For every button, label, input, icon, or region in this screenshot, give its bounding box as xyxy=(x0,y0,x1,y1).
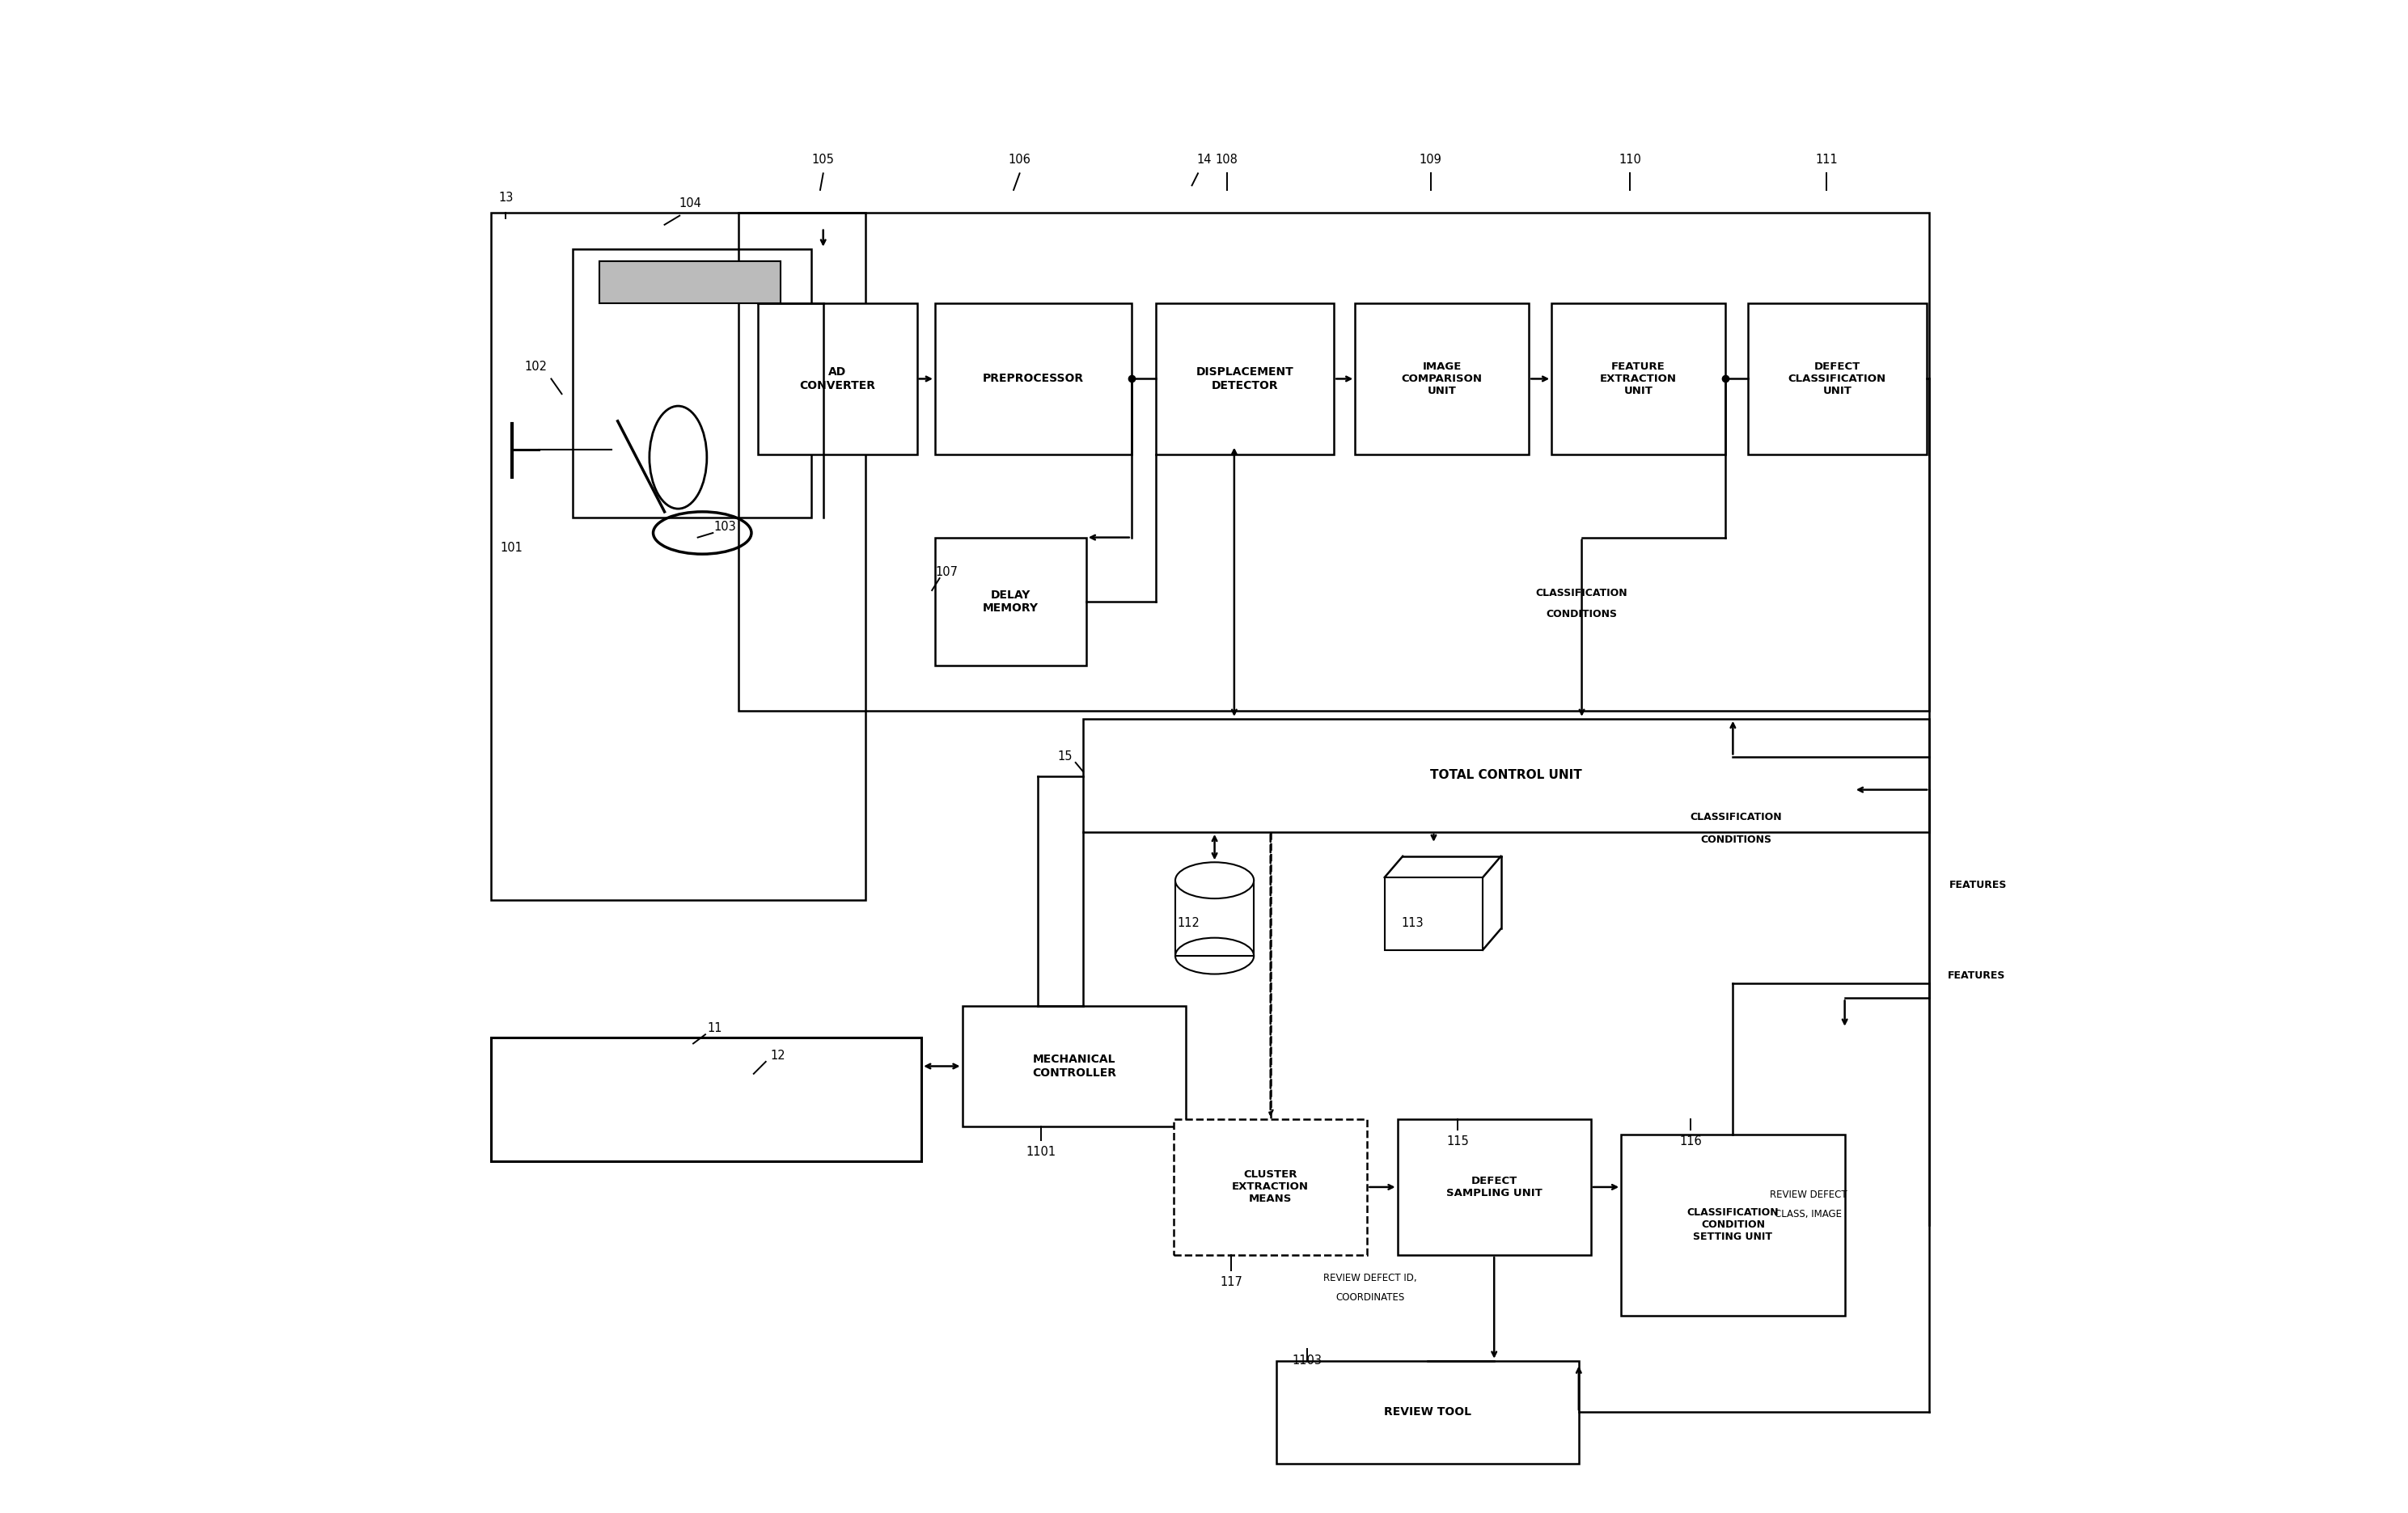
Bar xyxy=(1356,303,1529,454)
Text: DELAY
MEMORY: DELAY MEMORY xyxy=(982,590,1038,614)
Text: CLUSTER
EXTRACTION
MEANS: CLUSTER EXTRACTION MEANS xyxy=(1233,1170,1310,1204)
Text: IMAGE
COMPARISON
UNIT: IMAGE COMPARISON UNIT xyxy=(1401,362,1483,396)
Text: PREPROCESSOR: PREPROCESSOR xyxy=(982,374,1084,384)
Text: REVIEW DEFECT ID,: REVIEW DEFECT ID, xyxy=(1324,1272,1416,1283)
Text: CLASSIFICATION: CLASSIFICATION xyxy=(1536,589,1628,599)
Text: REVIEW DEFECT: REVIEW DEFECT xyxy=(1770,1189,1847,1200)
Text: 111: 111 xyxy=(1816,154,1837,166)
Text: 102: 102 xyxy=(525,360,547,372)
Bar xyxy=(1084,719,1929,832)
Text: CONDITIONS: CONDITIONS xyxy=(1700,834,1772,844)
Bar xyxy=(491,1038,922,1162)
Bar xyxy=(1156,303,1334,454)
Text: 109: 109 xyxy=(1418,154,1442,166)
Text: 15: 15 xyxy=(1057,750,1072,763)
Text: 11: 11 xyxy=(708,1023,722,1035)
Text: 115: 115 xyxy=(1447,1136,1469,1148)
Text: CLASSIFICATION: CLASSIFICATION xyxy=(1690,811,1782,822)
Text: DEFECT
SAMPLING UNIT: DEFECT SAMPLING UNIT xyxy=(1447,1176,1541,1198)
Bar xyxy=(1276,1360,1580,1463)
Bar xyxy=(739,213,1929,711)
Text: 1101: 1101 xyxy=(1026,1147,1055,1159)
Text: 116: 116 xyxy=(1678,1136,1702,1148)
Text: FEATURES: FEATURES xyxy=(1948,970,2006,980)
Bar xyxy=(1748,303,1926,454)
Text: 105: 105 xyxy=(811,154,836,166)
Text: 104: 104 xyxy=(679,198,701,210)
Text: 1103: 1103 xyxy=(1291,1354,1322,1366)
Text: 117: 117 xyxy=(1221,1275,1243,1288)
Bar xyxy=(1397,1120,1592,1256)
Text: 108: 108 xyxy=(1216,154,1238,166)
Text: AD
CONVERTER: AD CONVERTER xyxy=(799,366,877,390)
Text: 110: 110 xyxy=(1618,154,1642,166)
Text: REVIEW TOOL: REVIEW TOOL xyxy=(1385,1407,1471,1418)
Text: 13: 13 xyxy=(498,192,513,204)
Text: 101: 101 xyxy=(501,542,523,554)
Bar xyxy=(963,1006,1185,1127)
Text: 14: 14 xyxy=(1197,154,1211,166)
Text: CLASSIFICATION
CONDITION
SETTING UNIT: CLASSIFICATION CONDITION SETTING UNIT xyxy=(1688,1207,1780,1242)
Text: 106: 106 xyxy=(1009,154,1031,166)
Bar xyxy=(573,248,811,517)
Bar xyxy=(759,303,917,454)
Text: 107: 107 xyxy=(937,566,958,578)
Text: FEATURE
EXTRACTION
UNIT: FEATURE EXTRACTION UNIT xyxy=(1599,362,1676,396)
Text: 12: 12 xyxy=(771,1050,785,1062)
Text: CLASS, IMAGE: CLASS, IMAGE xyxy=(1775,1209,1842,1219)
Bar xyxy=(934,537,1086,666)
Text: 113: 113 xyxy=(1401,917,1423,929)
Bar xyxy=(1385,878,1483,950)
Text: DEFECT
CLASSIFICATION
UNIT: DEFECT CLASSIFICATION UNIT xyxy=(1789,362,1885,396)
Text: DISPLACEMENT
DETECTOR: DISPLACEMENT DETECTOR xyxy=(1197,366,1293,390)
Text: TOTAL CONTROL UNIT: TOTAL CONTROL UNIT xyxy=(1430,769,1582,781)
Bar xyxy=(600,260,780,303)
Bar xyxy=(1175,881,1255,956)
Text: 103: 103 xyxy=(713,520,737,533)
Text: CONDITIONS: CONDITIONS xyxy=(1546,610,1618,620)
Bar xyxy=(934,303,1132,454)
Text: FEATURES: FEATURES xyxy=(1948,879,2006,890)
Bar xyxy=(491,213,864,900)
Text: MECHANICAL
CONTROLLER: MECHANICAL CONTROLLER xyxy=(1033,1055,1115,1079)
Bar xyxy=(1621,1135,1845,1315)
Text: COORDINATES: COORDINATES xyxy=(1336,1292,1404,1303)
Bar xyxy=(1551,303,1727,454)
Bar xyxy=(1173,1120,1368,1256)
Text: 112: 112 xyxy=(1178,917,1199,929)
Ellipse shape xyxy=(1175,862,1255,899)
